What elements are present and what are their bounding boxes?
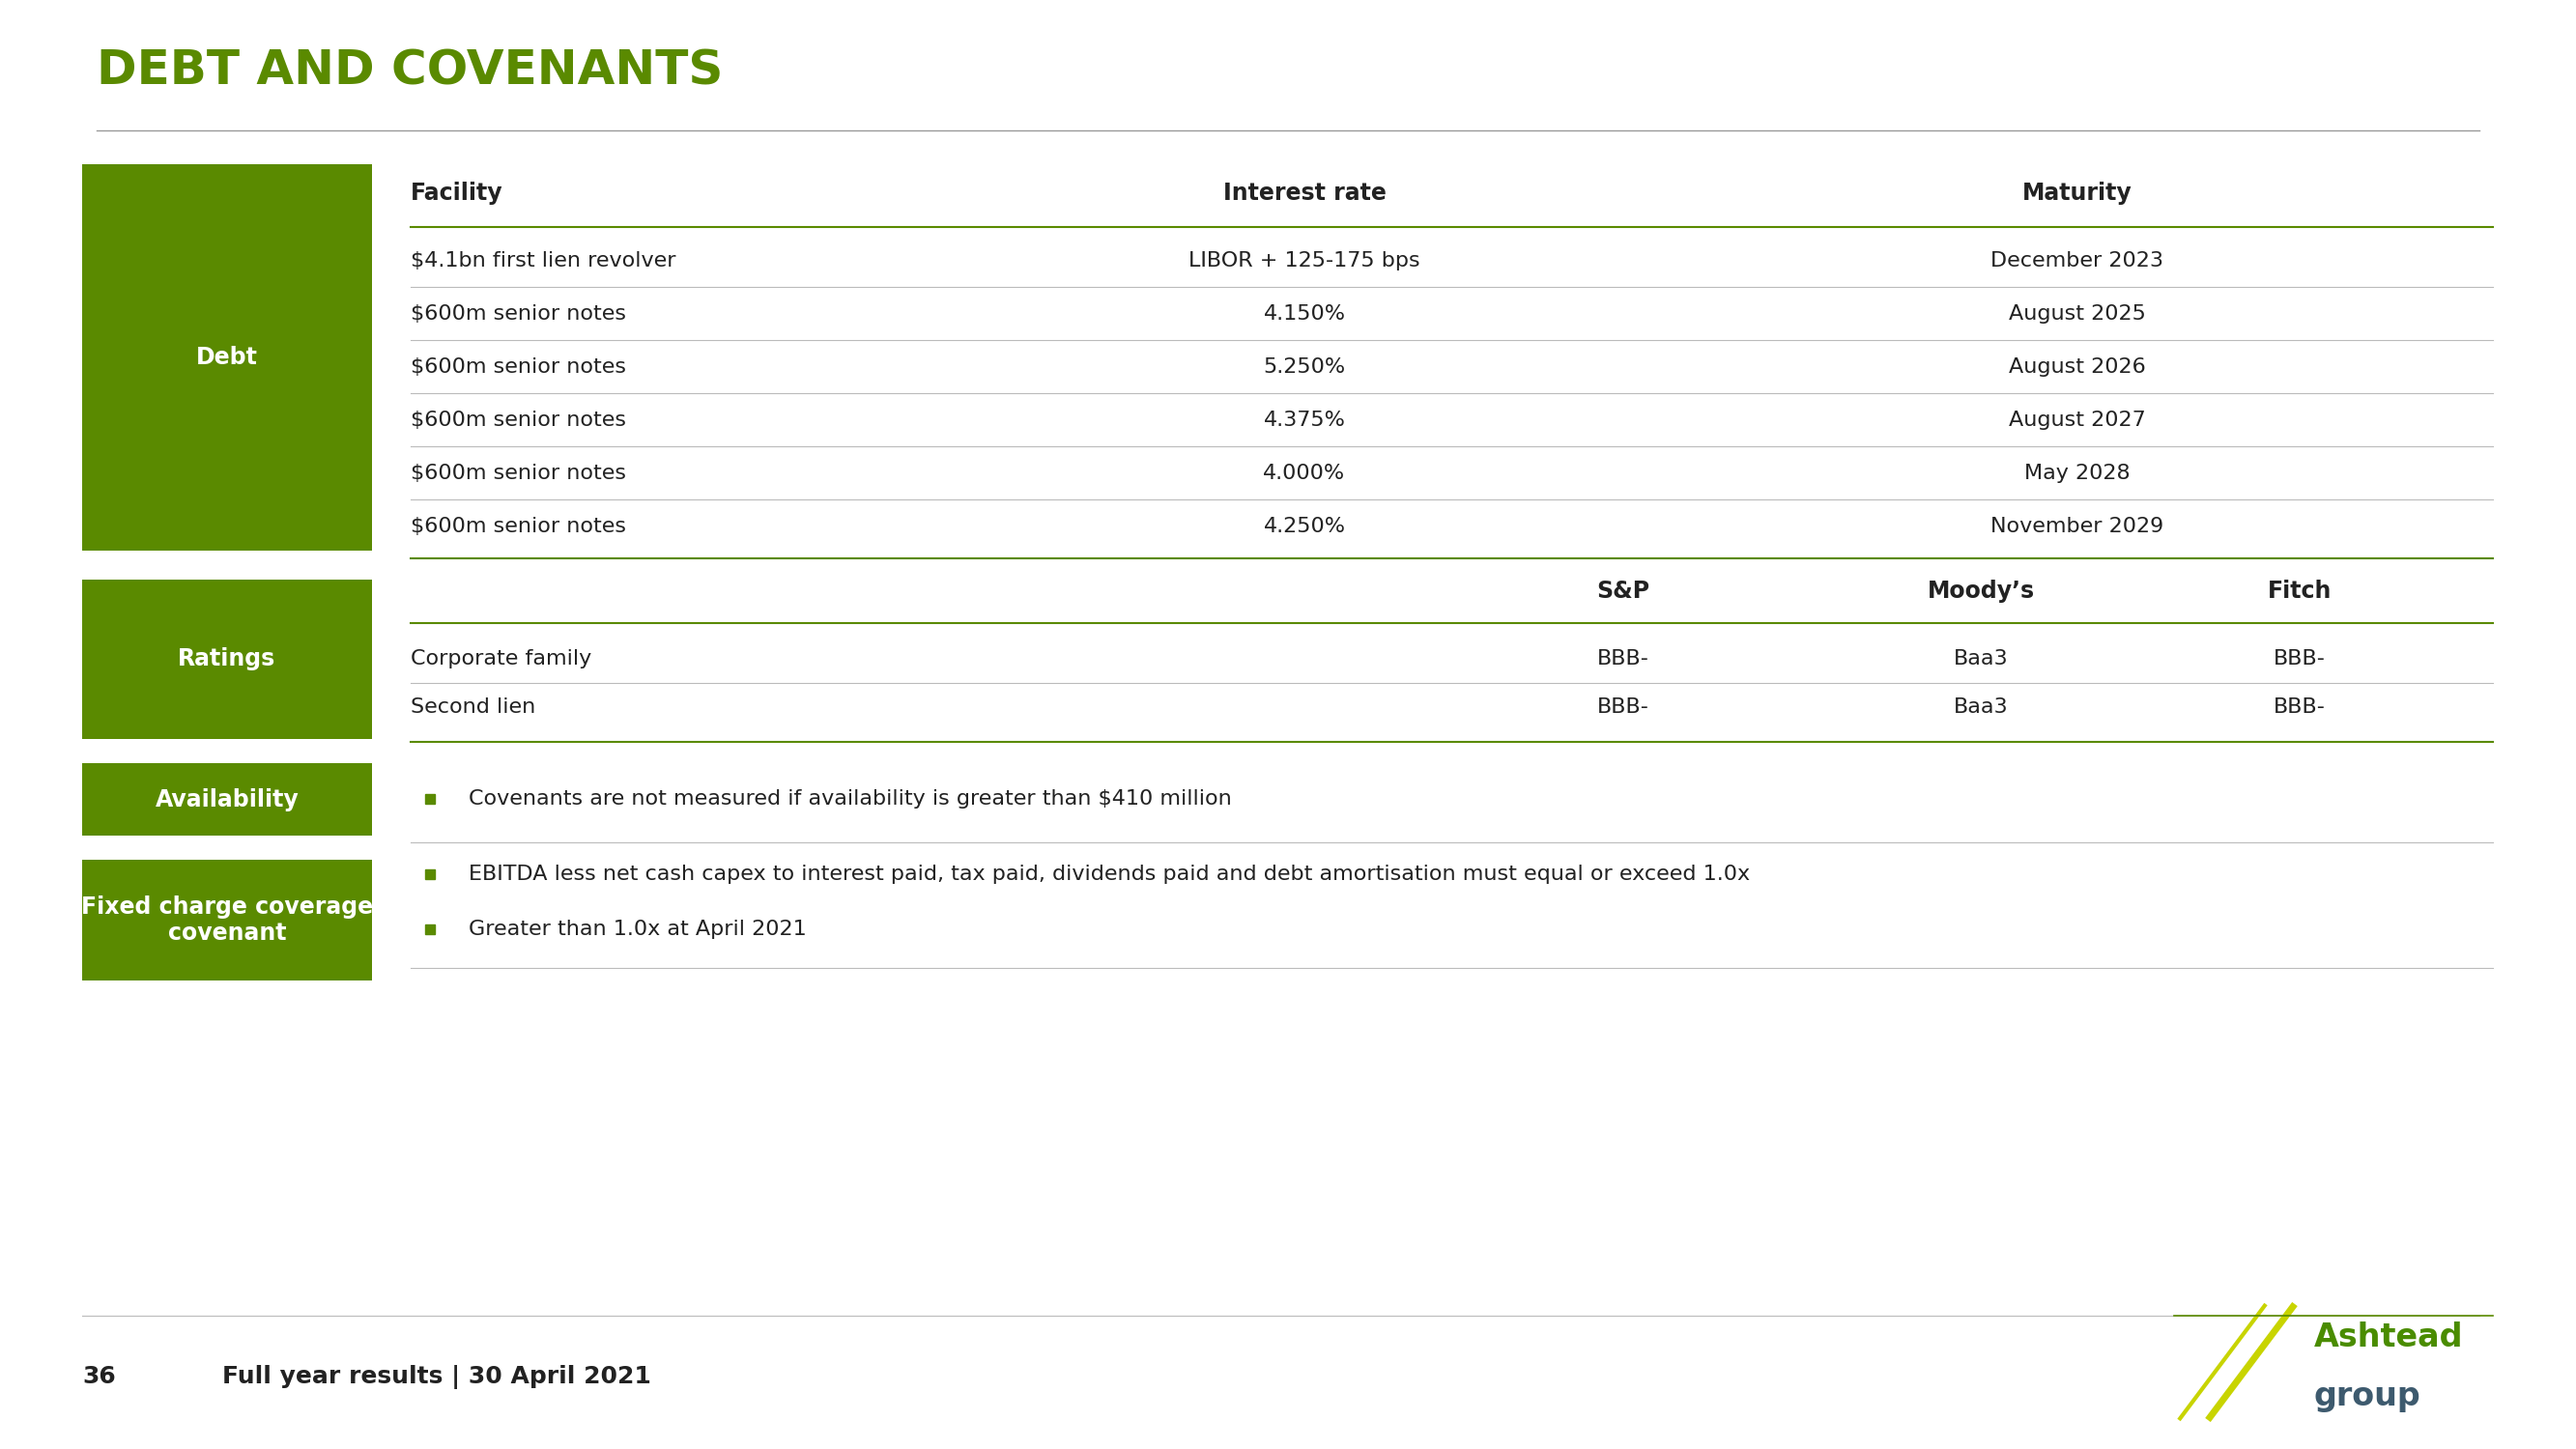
Text: Full year results | 30 April 2021: Full year results | 30 April 2021 bbox=[222, 1365, 652, 1388]
Text: August 2025: August 2025 bbox=[2009, 304, 2146, 323]
Text: group: group bbox=[2313, 1379, 2421, 1411]
Text: DEBT AND COVENANTS: DEBT AND COVENANTS bbox=[98, 48, 724, 94]
Text: 4.375%: 4.375% bbox=[1262, 410, 1345, 430]
FancyBboxPatch shape bbox=[82, 580, 371, 739]
Text: $600m senior notes: $600m senior notes bbox=[410, 410, 626, 430]
Text: August 2026: August 2026 bbox=[2009, 358, 2146, 377]
Text: BBB-: BBB- bbox=[2275, 697, 2326, 717]
Text: Baa3: Baa3 bbox=[1953, 697, 2009, 717]
Text: Availability: Availability bbox=[155, 788, 299, 811]
Text: $600m senior notes: $600m senior notes bbox=[410, 358, 626, 377]
Text: May 2028: May 2028 bbox=[2025, 464, 2130, 483]
Text: Baa3: Baa3 bbox=[1953, 649, 2009, 668]
Text: Second lien: Second lien bbox=[410, 697, 536, 717]
Text: Corporate family: Corporate family bbox=[410, 649, 592, 668]
Text: LIBOR + 125-175 bps: LIBOR + 125-175 bps bbox=[1188, 251, 1419, 271]
Text: December 2023: December 2023 bbox=[1991, 251, 2164, 271]
Text: August 2027: August 2027 bbox=[2009, 410, 2146, 430]
Text: Maturity: Maturity bbox=[2022, 181, 2133, 204]
Text: November 2029: November 2029 bbox=[1991, 517, 2164, 536]
Text: Debt: Debt bbox=[196, 346, 258, 369]
Text: 4.250%: 4.250% bbox=[1262, 517, 1345, 536]
Text: 4.150%: 4.150% bbox=[1262, 304, 1345, 323]
Text: $600m senior notes: $600m senior notes bbox=[410, 464, 626, 483]
FancyBboxPatch shape bbox=[82, 164, 371, 551]
Text: BBB-: BBB- bbox=[1597, 649, 1649, 668]
Text: Ashtead: Ashtead bbox=[2313, 1321, 2463, 1353]
Text: 36: 36 bbox=[82, 1365, 116, 1388]
Text: Fitch: Fitch bbox=[2267, 580, 2331, 603]
Text: BBB-: BBB- bbox=[2275, 649, 2326, 668]
FancyBboxPatch shape bbox=[82, 859, 371, 981]
Text: Ratings: Ratings bbox=[178, 648, 276, 671]
Text: Fixed charge coverage
covenant: Fixed charge coverage covenant bbox=[80, 895, 374, 945]
FancyBboxPatch shape bbox=[82, 764, 371, 836]
Text: Greater than 1.0x at April 2021: Greater than 1.0x at April 2021 bbox=[469, 920, 806, 939]
Text: EBITDA less net cash capex to interest paid, tax paid, dividends paid and debt a: EBITDA less net cash capex to interest p… bbox=[469, 865, 1749, 884]
Text: $600m senior notes: $600m senior notes bbox=[410, 304, 626, 323]
Text: Moody’s: Moody’s bbox=[1927, 580, 2035, 603]
Text: $600m senior notes: $600m senior notes bbox=[410, 517, 626, 536]
Text: BBB-: BBB- bbox=[1597, 697, 1649, 717]
Text: Covenants are not measured if availability is greater than $410 million: Covenants are not measured if availabili… bbox=[469, 790, 1231, 809]
Text: 5.250%: 5.250% bbox=[1262, 358, 1345, 377]
Text: S&P: S&P bbox=[1597, 580, 1649, 603]
Text: 4.000%: 4.000% bbox=[1262, 464, 1345, 483]
Text: Facility: Facility bbox=[410, 181, 502, 204]
Text: $4.1bn first lien revolver: $4.1bn first lien revolver bbox=[410, 251, 675, 271]
Text: Interest rate: Interest rate bbox=[1224, 181, 1386, 204]
